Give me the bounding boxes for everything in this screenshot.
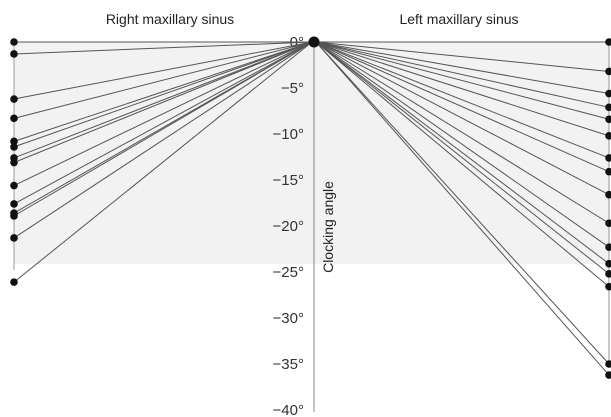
origin-point (308, 36, 320, 48)
right-sinus-line (13, 41, 313, 142)
right-sinus-point (10, 158, 18, 167)
left-sinus-point (605, 132, 611, 140)
right-sinus-line (13, 41, 313, 283)
left-sinus-point (605, 371, 611, 379)
right-sinus-line (13, 41, 313, 159)
right-sinus-line (13, 41, 313, 239)
left-sinus-point (605, 243, 611, 251)
left-sinus-point (605, 38, 611, 46)
left-sinus-line (315, 41, 610, 95)
right-sinus-line (13, 41, 313, 148)
right-sinus-title: Right maxillary sinus (106, 11, 234, 27)
right-sinus-point (10, 114, 18, 123)
left-sinus-line (315, 41, 610, 288)
right-sinus-point (10, 212, 18, 220)
right-sinus-line (13, 41, 313, 186)
right-sinus-point (10, 50, 18, 58)
left-sinus-point (605, 67, 611, 76)
right-sinus-point (10, 278, 18, 286)
y-tick-label: −5° (281, 80, 304, 97)
left-sinus-point (605, 219, 611, 228)
left-sinus-line (315, 41, 610, 108)
right-sinus-point (10, 181, 18, 190)
right-sinus-line (13, 41, 313, 163)
left-sinus-point (605, 270, 611, 278)
left-sinus-point (605, 259, 611, 268)
shaded-panel (14, 42, 610, 264)
left-sinus-point (605, 282, 611, 291)
y-tick-label: −10° (273, 126, 304, 143)
right-sinus-point (10, 95, 18, 103)
left-sinus-line (315, 41, 610, 137)
right-sinus-line (13, 41, 313, 100)
series-lines (13, 41, 610, 376)
y-tick-label: −15° (273, 172, 304, 189)
left-sinus-point (605, 154, 611, 162)
y-tick-label: −35° (273, 356, 304, 373)
left-sinus-line (315, 41, 610, 265)
y-tick-label: −30° (273, 310, 304, 327)
left-sinus-point (605, 190, 611, 199)
y-axis-title: Clocking angle (320, 181, 336, 273)
y-tick-label: −40° (273, 402, 304, 417)
left-sinus-line (315, 41, 610, 120)
y-tick-labels: 0°−5°−10°−15°−20°−25°−30°−35°−40° (273, 34, 304, 417)
right-sinus-line (13, 41, 313, 55)
y-tick-label: −25° (273, 264, 304, 281)
right-sinus-point (10, 234, 18, 242)
left-sinus-line (315, 41, 610, 173)
left-sinus-line (315, 41, 610, 196)
series-points (10, 36, 611, 379)
y-tick-label: −20° (273, 218, 304, 235)
left-sinus-point (605, 115, 611, 124)
right-sinus-point (10, 143, 18, 151)
left-sinus-title: Left maxillary sinus (399, 11, 518, 27)
right-sinus-line (13, 41, 313, 119)
left-sinus-point (605, 167, 611, 176)
left-sinus-point (605, 360, 611, 368)
left-sinus-point (605, 103, 611, 112)
right-sinus-point (10, 137, 18, 146)
left-sinus-point (605, 89, 611, 98)
left-sinus-line (315, 41, 610, 365)
left-sinus-line (315, 41, 610, 275)
left-sinus-line (315, 41, 610, 376)
left-sinus-line (315, 41, 610, 248)
left-sinus-line (315, 41, 610, 72)
right-sinus-point (10, 200, 18, 208)
left-sinus-line (315, 41, 610, 224)
left-sinus-line (315, 41, 610, 159)
right-sinus-line (13, 41, 313, 205)
right-sinus-line (13, 41, 313, 217)
right-sinus-point (10, 38, 18, 46)
